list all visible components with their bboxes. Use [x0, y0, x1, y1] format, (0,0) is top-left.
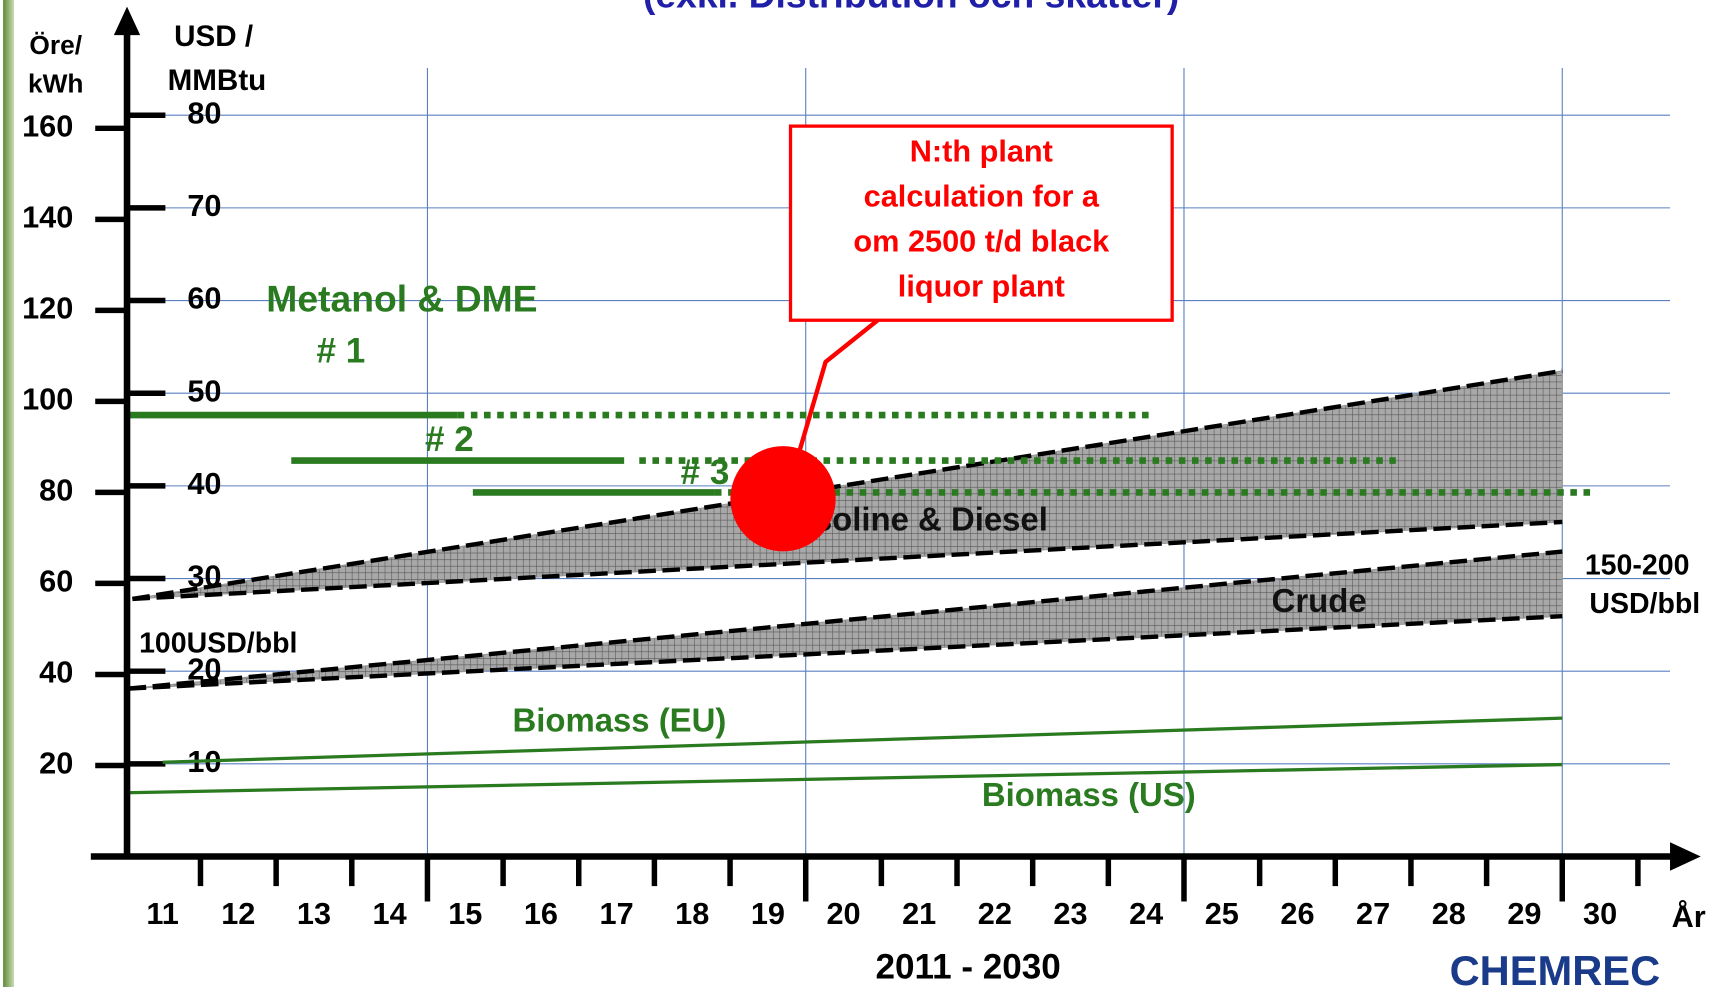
band-note: 100USD/bbl: [139, 627, 297, 659]
x-tick-label: 23: [1053, 896, 1087, 931]
x-tick-label: 18: [675, 896, 709, 931]
x-tick-label: 15: [448, 896, 482, 931]
x-tick-label: 26: [1280, 896, 1314, 931]
line: [163, 718, 1563, 762]
callout-text: N:th plant: [910, 134, 1053, 169]
x-tick-label: 22: [978, 896, 1012, 931]
callout-text: om 2500 t/d black: [853, 224, 1110, 259]
x-tick-label: 13: [297, 896, 331, 931]
chart-title: (exkl. Distribution och skatter): [643, 0, 1179, 16]
y-tick-label: 40: [39, 655, 73, 690]
y2-label: MMBtu: [168, 64, 267, 97]
x-tick-label: 14: [373, 896, 407, 931]
x-unit: År: [1672, 899, 1706, 934]
x-tick-label: 19: [751, 896, 785, 931]
estimate-label: # 1: [316, 331, 365, 370]
y-axis-arrow: [114, 7, 140, 36]
y2-tick-label: 50: [187, 373, 221, 408]
x-tick-label: 16: [524, 896, 558, 931]
x-tick-label: 28: [1432, 896, 1466, 931]
x-tick-label: 20: [826, 896, 860, 931]
x-tick-label: 11: [146, 896, 178, 931]
y-tick-label: 60: [39, 564, 73, 599]
y-tick-label: 80: [39, 473, 73, 508]
line-label: Biomass (EU): [513, 701, 727, 738]
estimates-title: Metanol & DME: [266, 277, 537, 319]
y2-tick-label: 60: [187, 281, 221, 316]
background-strip: [3, 0, 14, 987]
x-axis-arrow: [1670, 842, 1701, 871]
band-note: USD/bbl: [1589, 588, 1700, 620]
y-tick-label: 100: [22, 381, 73, 416]
x-tick-label: 30: [1583, 896, 1617, 931]
y2-tick-label: 80: [187, 95, 221, 130]
y2-label: USD /: [174, 20, 253, 53]
x-tick-label: 17: [600, 896, 634, 931]
callout-text: calculation for a: [864, 179, 1100, 214]
x-label: 2011 - 2030: [876, 948, 1061, 987]
line: [125, 765, 1562, 793]
y-tick-label: 160: [22, 108, 73, 143]
logo: CHEMREC: [1450, 947, 1661, 987]
estimate-label: # 3: [681, 453, 730, 492]
y2-tick-label: 70: [187, 188, 221, 223]
y-tick-label: 140: [22, 199, 73, 234]
band-note: 150-200: [1585, 550, 1690, 582]
y-tick-label: 20: [39, 746, 73, 781]
line-label: Biomass (US): [982, 776, 1196, 813]
y-tick-label: 120: [22, 290, 73, 325]
callout-text: liquor plant: [898, 269, 1065, 304]
estimate-label: # 2: [425, 420, 474, 459]
x-tick-label: 29: [1507, 896, 1541, 931]
y-label: Öre/: [29, 30, 82, 60]
x-tick-label: 27: [1356, 896, 1390, 931]
chart: (exkl. Distribution och skatter) Öre/ kW…: [0, 0, 1717, 987]
x-tick-label: 12: [221, 896, 255, 931]
x-tick-label: 24: [1129, 896, 1163, 931]
x-tick-label: 21: [902, 896, 936, 931]
band-label: Crude: [1272, 582, 1367, 619]
y2-tick-label: 40: [187, 466, 221, 501]
callout-pointer: [798, 318, 880, 455]
y-label: kWh: [28, 68, 84, 98]
x-tick-label: 25: [1205, 896, 1239, 931]
point: [730, 446, 835, 551]
